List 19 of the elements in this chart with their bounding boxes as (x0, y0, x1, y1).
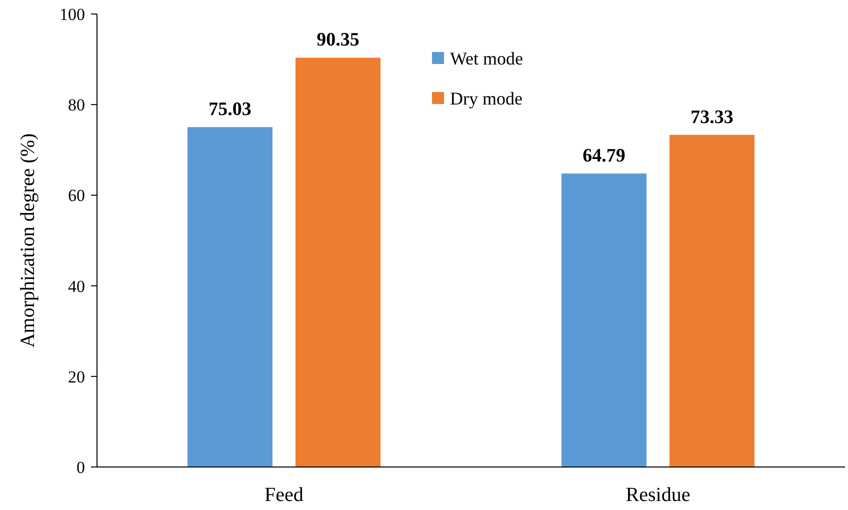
bar (670, 134, 754, 467)
bar (562, 174, 646, 467)
y-tick-label: 20 (68, 367, 85, 386)
y-tick-label: 80 (68, 96, 85, 115)
x-tick-label: Residue (626, 484, 690, 506)
data-label: 73.33 (690, 106, 734, 128)
x-tick-label: Feed (264, 484, 304, 506)
bar (296, 58, 380, 467)
data-label: 75.03 (208, 99, 252, 120)
y-tick-label: 60 (68, 186, 85, 206)
data-label: 64.79 (582, 146, 626, 166)
y-axis-title: Amorphization degree (%) (17, 133, 39, 348)
data-label: 90.35 (316, 30, 360, 51)
y-tick-label: 0 (76, 458, 85, 477)
bar (188, 127, 272, 467)
legend-label: Dry mode (450, 88, 522, 108)
y-tick-label: 100 (60, 4, 85, 24)
legend-label: Wet mode (450, 48, 524, 68)
y-tick-label: 40 (68, 276, 85, 296)
